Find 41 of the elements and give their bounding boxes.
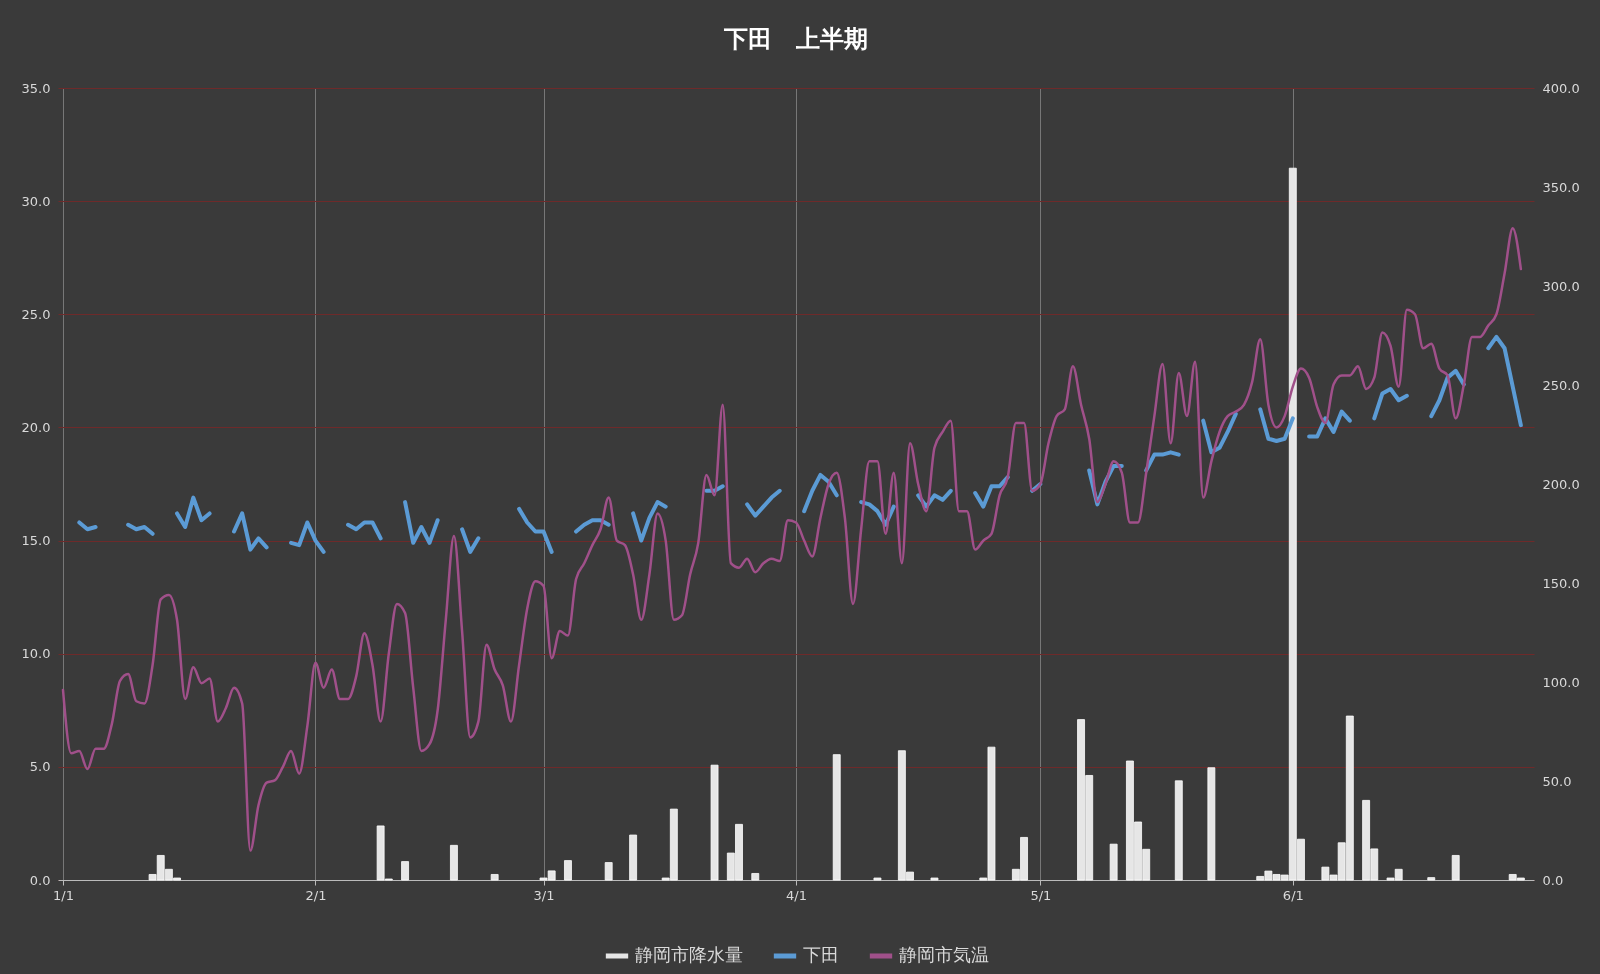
legend-label: 下田: [803, 944, 839, 965]
y-tick-label: 10.0: [21, 646, 51, 662]
legend-label: 静岡市気温: [899, 944, 989, 965]
x-tick-label: 5/1: [1030, 887, 1052, 903]
y2-tick-label: 300.0: [1542, 278, 1580, 294]
bar: [1109, 843, 1118, 881]
y2-tick-label: 400.0: [1542, 80, 1580, 96]
x-tick-label: 4/1: [786, 887, 807, 903]
bar: [629, 834, 638, 881]
chart-title: 下田 上半期: [723, 25, 868, 53]
y-tick-label: 35.0: [21, 80, 51, 96]
x-tick-label: 3/1: [533, 887, 555, 903]
bar: [450, 844, 458, 881]
y-tick-label: 20.0: [21, 419, 51, 435]
y-tick-label: 0.0: [29, 872, 51, 888]
bar: [710, 764, 719, 881]
y2-tick-label: 100.0: [1542, 674, 1580, 690]
y-tick-label: 30.0: [21, 193, 51, 209]
y2-tick-label: 350.0: [1542, 179, 1580, 195]
bar: [564, 860, 572, 881]
y2-tick-label: 0.0: [1542, 872, 1564, 888]
y2-tick-label: 150.0: [1542, 575, 1580, 591]
bar: [1427, 877, 1436, 881]
bar: [1451, 855, 1460, 881]
bar: [401, 861, 409, 881]
y-tick-label: 25.0: [21, 306, 51, 322]
y-tick-label: 5.0: [29, 759, 51, 775]
y-tick-label: 15.0: [21, 533, 51, 549]
bar: [751, 873, 760, 881]
bar: [490, 874, 499, 881]
bar: [832, 754, 841, 881]
y2-tick-label: 200.0: [1542, 476, 1580, 492]
x-tick-label: 6/1: [1282, 887, 1304, 903]
legend-label: 静岡市降水量: [635, 944, 743, 965]
y2-tick-label: 50.0: [1542, 773, 1572, 789]
y2-tick-label: 250.0: [1542, 377, 1580, 393]
bar: [1174, 780, 1183, 881]
bar: [604, 862, 613, 881]
x-tick-label: 1/1: [53, 887, 74, 903]
bar: [1207, 767, 1216, 881]
x-tick-label: 2/1: [305, 887, 327, 903]
